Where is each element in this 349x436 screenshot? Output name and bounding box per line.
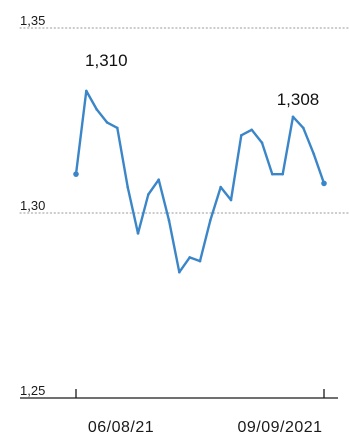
- series: [73, 89, 327, 274]
- data-point-20: [281, 172, 284, 176]
- data-point-22: [302, 126, 305, 130]
- y-tick-label-0: 1,35: [20, 13, 45, 28]
- data-label-0: 1,310: [85, 51, 128, 70]
- y-tick-label-2: 1,25: [20, 383, 45, 398]
- data-point-12: [198, 259, 202, 263]
- data-point-15: [229, 198, 233, 202]
- data-point-21: [291, 115, 295, 119]
- data-point-13: [209, 219, 212, 222]
- data-point-1: [85, 89, 88, 93]
- gridlines: [19, 27, 349, 214]
- data-point-8: [157, 178, 160, 181]
- data-point-24: [321, 180, 327, 187]
- data-point-5: [126, 185, 129, 189]
- data-point-18: [260, 141, 264, 144]
- data-point-16: [240, 134, 243, 137]
- data-point-6: [136, 232, 140, 235]
- series-line: [74, 89, 326, 274]
- data-point-7: [147, 193, 150, 196]
- data-point-23: [312, 152, 315, 156]
- data-point-0: [73, 171, 79, 177]
- data-point-10: [178, 270, 181, 274]
- x-tick-label-1: 09/09/2021: [237, 419, 322, 436]
- y-tick-labels: 1,35 1,30 1,25: [20, 13, 45, 398]
- x-tick-labels: 06/08/21 09/09/2021: [88, 419, 322, 436]
- x-axis: [20, 389, 338, 399]
- data-point-3: [105, 121, 109, 124]
- data-point-19: [271, 172, 274, 176]
- data-point-9: [167, 219, 171, 222]
- y-tick-label-1: 1,30: [20, 198, 45, 213]
- data-point-4: [116, 126, 119, 130]
- data-point-11: [188, 256, 191, 259]
- data-labels: 1,310 1,308: [85, 51, 319, 109]
- data-point-2: [95, 108, 98, 111]
- data-label-1: 1,308: [277, 90, 320, 109]
- x-tick-label-0: 06/08/21: [88, 419, 154, 436]
- data-point-14: [219, 185, 222, 189]
- data-point-17: [250, 128, 253, 132]
